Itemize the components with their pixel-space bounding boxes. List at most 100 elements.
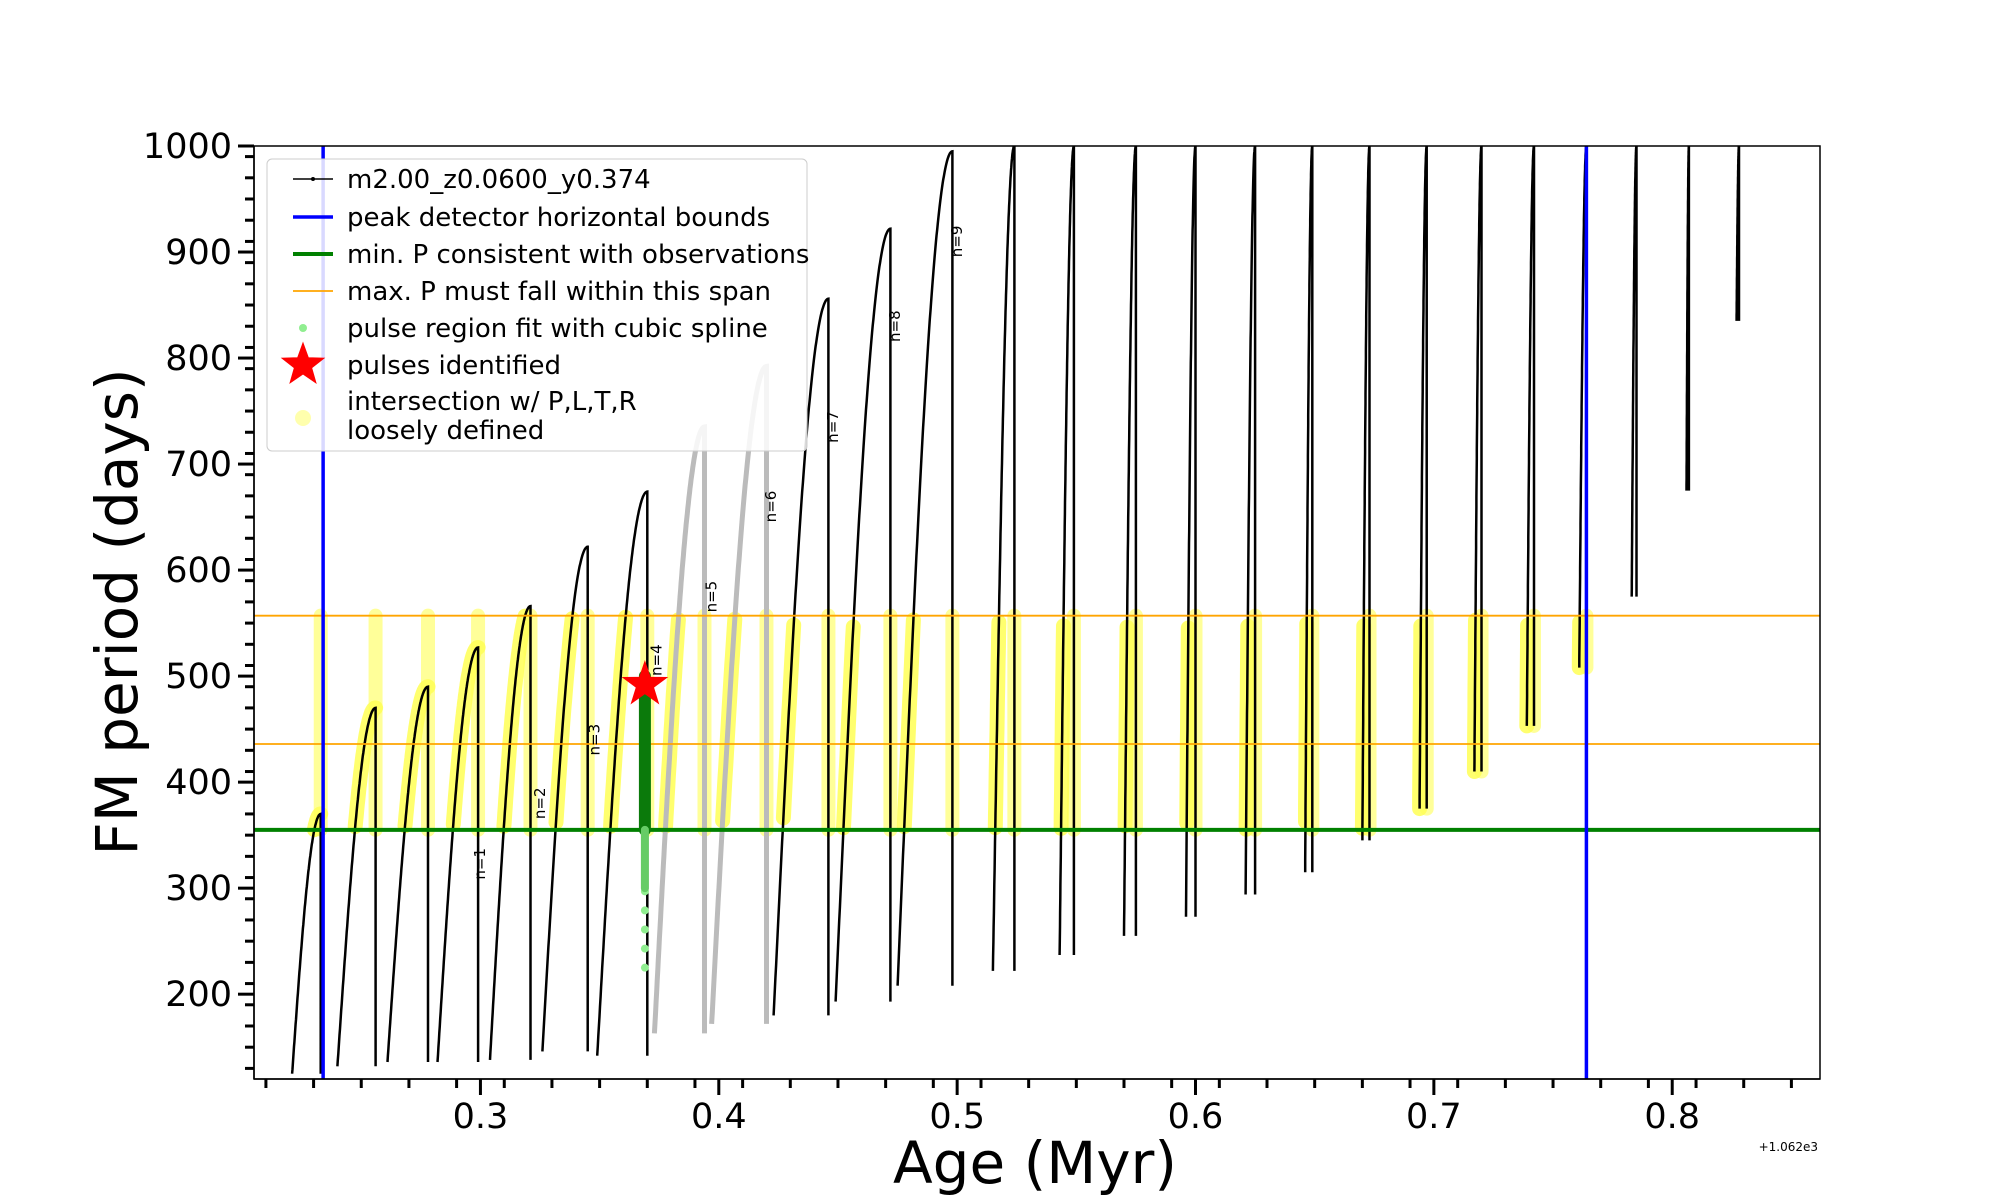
pulse-label: n=2 xyxy=(531,787,549,819)
x-offset-label: +1.062e3 xyxy=(1759,1140,1818,1154)
y-tick-label: 600 xyxy=(165,551,232,591)
spline-region xyxy=(638,670,651,972)
track-line xyxy=(1630,146,1638,597)
track-line xyxy=(541,545,589,1052)
spline-point xyxy=(640,925,649,934)
pulse-cycle xyxy=(896,149,954,986)
x-axis: 0.3 0.4 0.5 0.6 0.7 0.8 xyxy=(254,1078,1820,1137)
pulse-identified-star xyxy=(621,660,669,705)
pulse-cycle xyxy=(1473,146,1483,772)
pulse-cycle xyxy=(1525,146,1536,726)
pulse-cycle xyxy=(290,812,322,1074)
track-line xyxy=(834,227,892,1002)
star-layer xyxy=(621,660,669,705)
track-line xyxy=(1525,146,1536,726)
track-line xyxy=(1473,146,1483,772)
legend-entry-spline: pulse region fit with cubic spline xyxy=(299,314,768,344)
pulse-cycle xyxy=(1685,146,1691,491)
pulse-label: n=8 xyxy=(886,310,904,342)
evolution-track xyxy=(290,146,1741,1074)
legend-entry-track: m2.00_z0.0600_y0.374 xyxy=(293,165,651,195)
pulse-cycle xyxy=(488,604,532,1060)
svg-text:m2.00_z0.0600_y0.374: m2.00_z0.0600_y0.374 xyxy=(347,165,651,195)
legend-star-marker xyxy=(280,341,326,384)
track-line xyxy=(436,645,480,1063)
y-tick-label: 500 xyxy=(165,657,232,697)
track-line xyxy=(991,146,1016,971)
spline-point xyxy=(640,963,649,972)
track-line xyxy=(651,424,707,1034)
pulse-cycle xyxy=(436,645,480,1063)
pulse-label: n=5 xyxy=(702,581,720,613)
svg-text:peak detector horizontal bound: peak detector horizontal bounds xyxy=(347,203,770,233)
track-line xyxy=(290,812,322,1074)
pulse-label: n=7 xyxy=(824,411,842,443)
pulse-cycle xyxy=(709,363,769,1025)
spline-point xyxy=(640,944,649,953)
svg-text:min. P consistent with observa: min. P consistent with observations xyxy=(347,240,809,270)
x-tick-label: 0.4 xyxy=(691,1097,747,1137)
pulse-cycle xyxy=(651,424,707,1034)
track-line xyxy=(386,685,430,1063)
legend-box xyxy=(266,158,808,452)
x-tick-label: 0.5 xyxy=(929,1097,985,1137)
pulse-label: n=9 xyxy=(948,226,966,258)
legend-entry-star: pulses identified xyxy=(280,341,561,384)
y-tick-label: 300 xyxy=(165,869,232,909)
y-tick-label: 1000 xyxy=(143,127,232,167)
svg-text:intersection w/ P,L,T,R: intersection w/ P,L,T,R xyxy=(347,387,637,417)
pulse-cycle xyxy=(991,146,1016,971)
plot-area: n=1 n=2 n=3 n=4 n=5 n=6 n=7 n=8 n=9 xyxy=(254,146,1820,1079)
pulse-cycle xyxy=(1122,146,1138,936)
pulse-cycle xyxy=(1418,146,1428,809)
track-line xyxy=(1184,146,1197,917)
legend-entry-maxp: max. P must fall within this span xyxy=(293,277,771,307)
legend: m2.00_z0.0600_y0.374 peak detector horiz… xyxy=(266,158,809,452)
pulse-label: n=6 xyxy=(762,491,780,523)
spline-point xyxy=(640,906,649,915)
pulse-label: n=4 xyxy=(648,644,666,676)
track-line xyxy=(488,604,532,1060)
x-tick-label: 0.7 xyxy=(1406,1097,1462,1137)
track-line xyxy=(595,490,649,1056)
x-axis-title: Age (Myr) xyxy=(893,1129,1177,1197)
pulse-label: n=1 xyxy=(471,848,489,880)
y-tick-label: 200 xyxy=(165,975,232,1015)
legend-entry-intersect: intersection w/ P,L,T,R loosely defined xyxy=(295,387,637,446)
pulse-cycle xyxy=(1630,146,1638,597)
svg-text:max. P must fall within this s: max. P must fall within this span xyxy=(347,277,771,307)
pulse-cycle xyxy=(595,490,649,1056)
track-line xyxy=(1735,146,1741,321)
legend-entry-vbound: peak detector horizontal bounds xyxy=(293,203,770,233)
pulse-label: n=3 xyxy=(586,724,604,756)
y-axis: 200 300 400 500 600 700 800 900 1000 xyxy=(143,127,255,1079)
pulse-labels: n=1 n=2 n=3 n=4 n=5 n=6 n=7 n=8 n=9 xyxy=(471,226,966,880)
svg-text:pulse region fit with cubic sp: pulse region fit with cubic spline xyxy=(347,314,768,344)
track-line xyxy=(1685,146,1691,491)
y-tick-label: 800 xyxy=(165,339,232,379)
pulse-cycle xyxy=(541,545,589,1052)
pulse-cycle xyxy=(1303,146,1314,873)
svg-text:loosely defined: loosely defined xyxy=(347,416,544,446)
pulse-cycle xyxy=(1244,146,1257,895)
pulse-cycle xyxy=(336,706,377,1067)
y-tick-label: 700 xyxy=(165,445,232,485)
track-line xyxy=(336,706,377,1067)
track-line xyxy=(1244,146,1257,895)
legend-entry-minp: min. P consistent with observations xyxy=(293,240,809,270)
pulse-cycle xyxy=(1184,146,1197,917)
track-line xyxy=(1418,146,1428,809)
y-tick-label: 900 xyxy=(165,233,232,273)
pulse-cycle xyxy=(386,685,430,1063)
y-axis-title: FM period (days) xyxy=(83,368,151,855)
track-line xyxy=(1122,146,1138,936)
svg-text:pulses identified: pulses identified xyxy=(347,351,561,381)
y-tick-label: 400 xyxy=(165,763,232,803)
x-tick-label: 0.3 xyxy=(453,1097,509,1137)
horizontal-lines xyxy=(254,614,1820,832)
pulse-cycle xyxy=(1735,146,1741,321)
track-line xyxy=(1303,146,1314,873)
track-line xyxy=(896,149,954,986)
pulse-cycle xyxy=(834,227,892,1002)
